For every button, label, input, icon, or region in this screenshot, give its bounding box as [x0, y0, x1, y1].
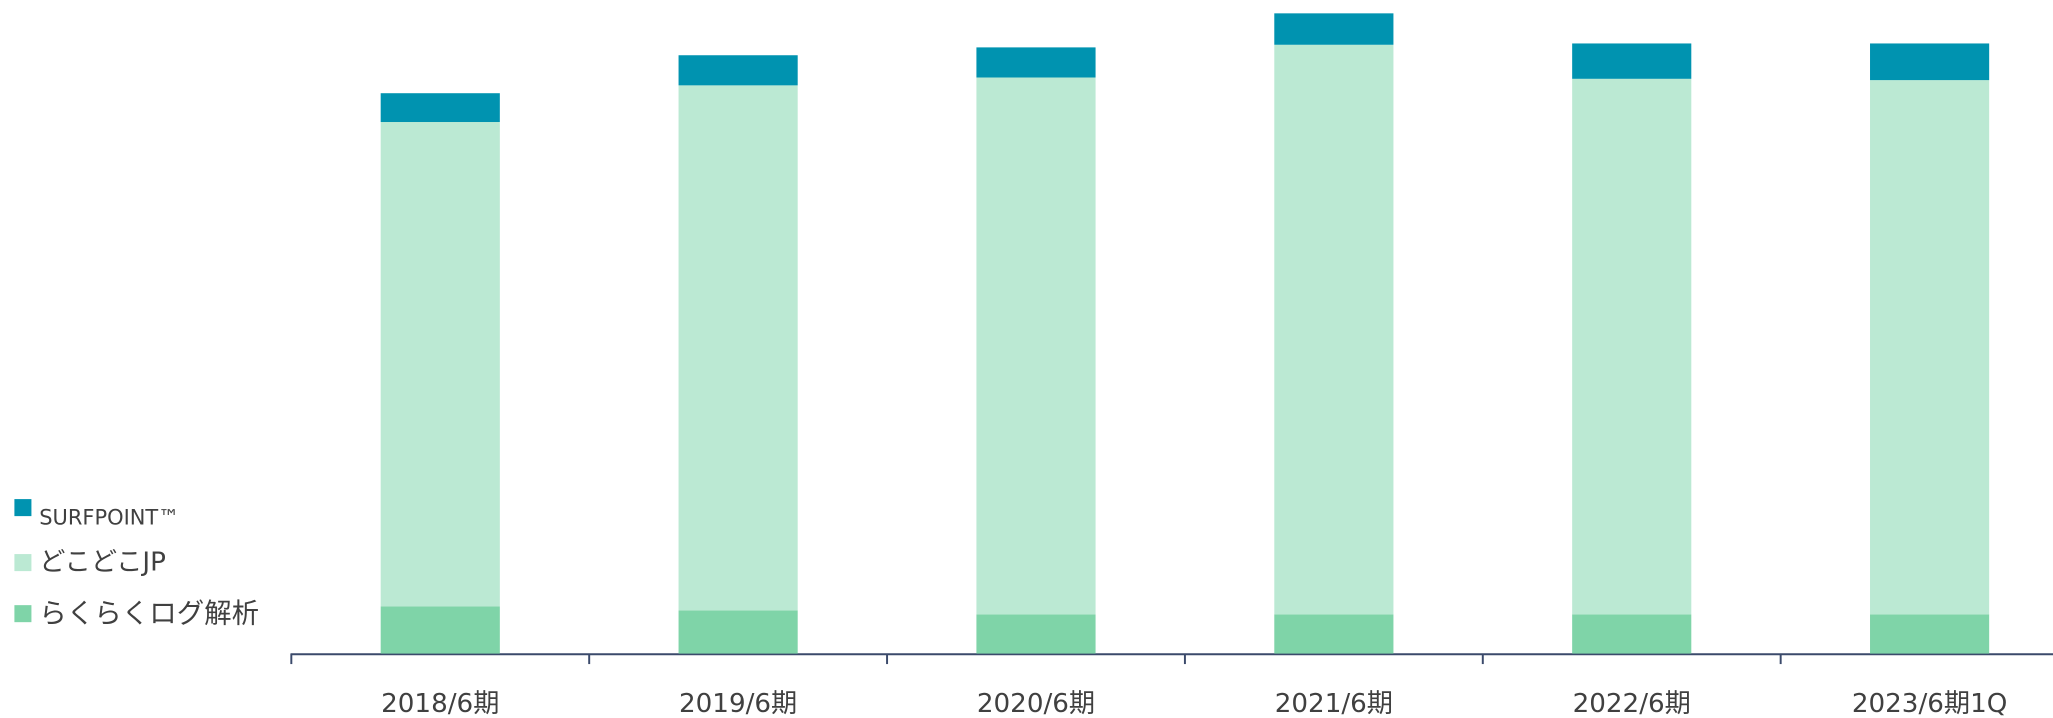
legend-swatch — [14, 605, 32, 623]
bar-segment — [1572, 614, 1692, 654]
bar-segment — [1274, 614, 1394, 654]
x-tick-label: 2022/6期 — [1573, 689, 1691, 718]
x-tick-label: 2023/6期1Q — [1852, 689, 2008, 718]
bar-segment — [1572, 78, 1692, 615]
bar-segment — [380, 606, 500, 654]
legend-swatch — [14, 499, 32, 517]
x-tick-label: 2020/6期 — [977, 689, 1095, 718]
bar-segment — [678, 55, 798, 86]
bar-segment — [976, 614, 1096, 654]
legend-swatch — [14, 554, 32, 572]
x-tick-label: 2018/6期 — [381, 689, 499, 718]
bar-segment — [380, 122, 500, 607]
legend-label: SURFPOINT™ — [39, 506, 179, 530]
bar-segment — [678, 85, 798, 611]
x-axis-dividers — [290, 653, 1782, 665]
x-tick-label: 2019/6期 — [679, 689, 797, 718]
bar-segment — [380, 93, 500, 123]
bar-segment — [1274, 44, 1394, 615]
bar-segment — [976, 47, 1096, 78]
bar-segment — [1870, 80, 1990, 615]
bar-segment — [1870, 614, 1990, 654]
bar-segment — [1572, 43, 1692, 79]
bar-segment — [1274, 13, 1394, 45]
x-tick-label: 2021/6期 — [1275, 689, 1393, 718]
bar-segment — [1870, 43, 1990, 81]
legend-label: どこどこJP — [39, 548, 166, 578]
legend-label: らくらくログ解析 — [39, 597, 259, 629]
bar-segment — [976, 77, 1096, 615]
bar-segment — [678, 610, 798, 654]
